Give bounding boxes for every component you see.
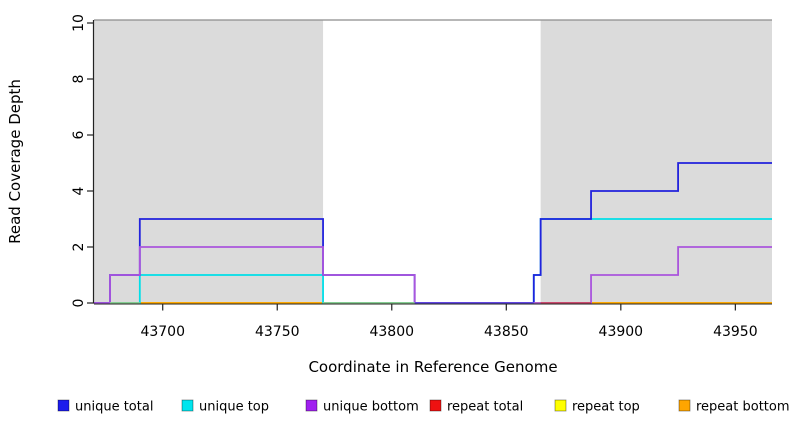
x-axis-title: Coordinate in Reference Genome: [308, 358, 557, 376]
x-tick-label: 43800: [369, 324, 414, 340]
legend-item-unique-bottom: unique bottom: [305, 399, 419, 415]
legend-swatch-repeat-bottom: [678, 399, 691, 412]
tick-labels: 43700 43750 43800 43850 43900 43950 0 2 4 6 8 10: [71, 14, 758, 340]
y-tick-label: 0: [71, 299, 87, 308]
y-tick-label: 4: [71, 186, 87, 195]
x-tick-label: 43850: [484, 324, 529, 340]
x-tick-label: 43750: [255, 324, 300, 340]
legend-swatch-unique-bottom: [305, 399, 318, 412]
x-tick-label: 43700: [140, 324, 185, 340]
series-line-unique-bottom: [94, 246, 772, 304]
y-tick-label: 10: [71, 14, 87, 32]
legend-item-repeat-total: repeat total: [429, 399, 523, 415]
tick-marks: [87, 22, 736, 311]
legend-item-unique-top: unique top: [181, 399, 269, 415]
y-axis-title: Read Coverage Depth: [6, 79, 24, 244]
legend-item-repeat-top: repeat top: [554, 399, 640, 415]
shaded-regions: [94, 20, 772, 303]
legend-label: unique top: [199, 400, 269, 415]
axes: [92, 20, 772, 305]
legend-swatch-unique-total: [57, 399, 70, 412]
legend-swatch-repeat-total: [429, 399, 442, 412]
repeat-masked-region-left: [94, 20, 324, 303]
y-tick-label: 6: [71, 130, 87, 139]
legend-label: unique total: [75, 400, 153, 415]
legend-swatch-unique-top: [181, 399, 194, 412]
y-tick-label: 2: [71, 243, 87, 252]
x-tick-label: 43900: [599, 324, 644, 340]
repeat-masked-region-right: [540, 20, 772, 303]
legend-label: unique bottom: [323, 400, 419, 415]
legend-item-unique-total: unique total: [57, 399, 153, 415]
y-tick-label: 8: [71, 75, 87, 84]
x-tick-label: 43950: [713, 324, 758, 340]
legend-swatch-repeat-top: [554, 399, 567, 412]
legend: unique total unique top unique bottom repea…: [57, 399, 790, 415]
legend-label: repeat total: [447, 400, 523, 415]
legend-label: repeat top: [572, 400, 640, 415]
legend-item-repeat-bottom: repeat bottom: [678, 399, 790, 415]
legend-label: repeat bottom: [696, 400, 790, 415]
